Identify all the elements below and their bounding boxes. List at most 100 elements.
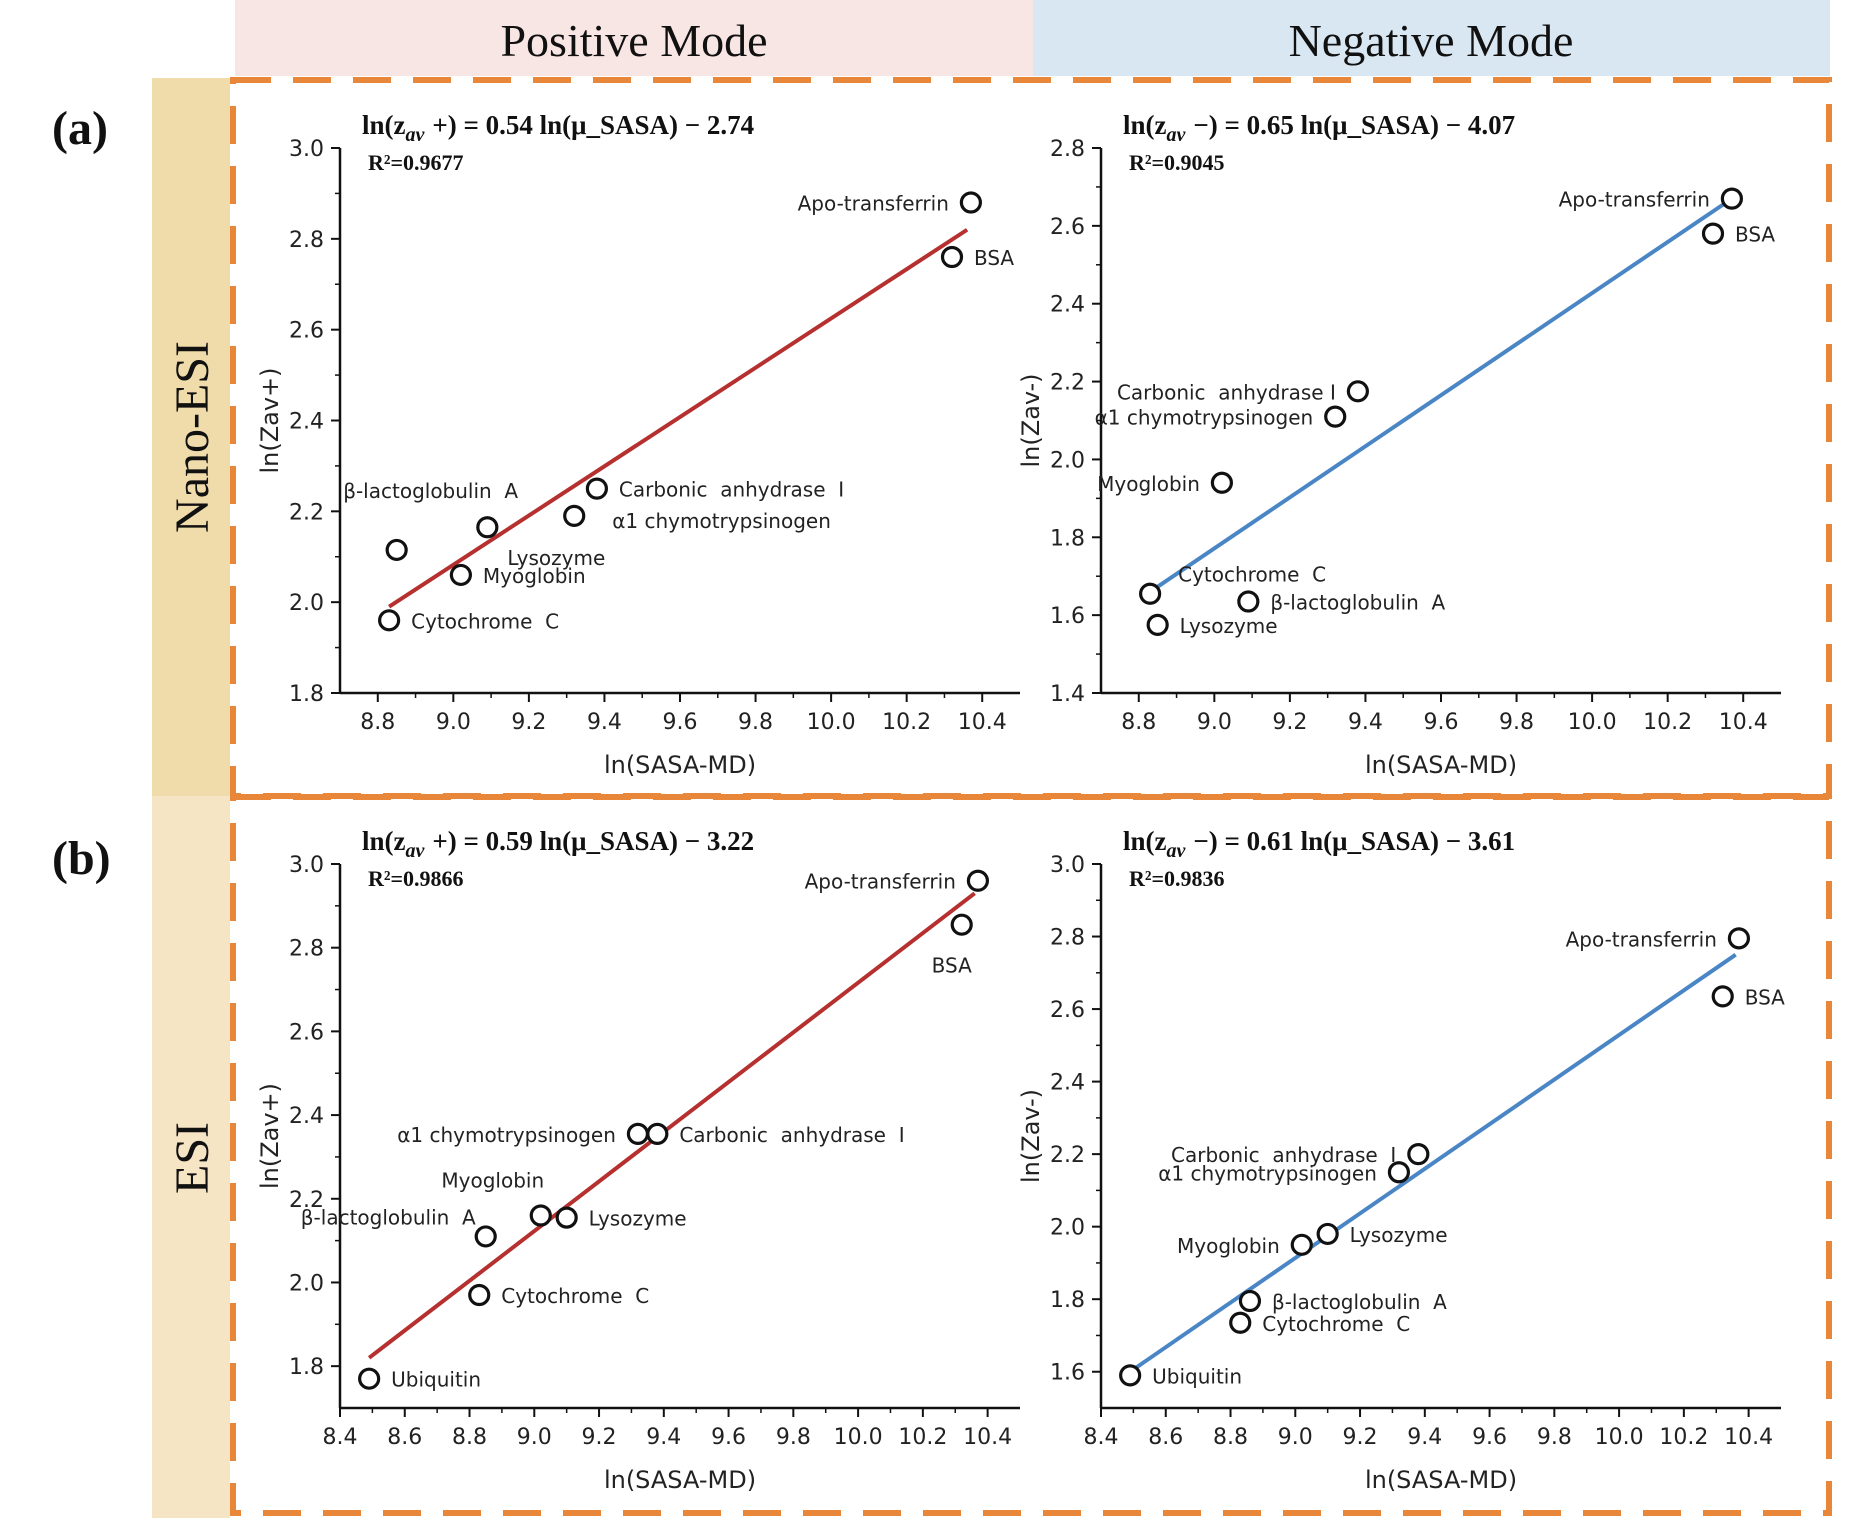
x-tick-label: 10.0	[834, 1425, 883, 1450]
eq-rhs: ) = 0.59 ln(μ_SASA) − 3.22	[448, 826, 754, 856]
row-b-tag: (b)	[52, 832, 111, 885]
point-label: Lysozyme	[589, 1207, 687, 1231]
x-axis-label: ln(SASA-MD)	[604, 1466, 756, 1494]
point-label: Myoglobin	[441, 1169, 544, 1193]
y-tick-label: 1.4	[1050, 682, 1085, 707]
data-point	[468, 1283, 491, 1307]
chart-b-pos: 8.4 8.6 8.8 9.0 9.2 9.4 9.6 9.8 10.0 10.2 10.4 1.8 2…	[256, 826, 1020, 1494]
data-point	[1229, 1311, 1252, 1334]
point-label: BSA	[1735, 223, 1775, 247]
point-label: β-lactoglobulin A	[343, 479, 518, 503]
point-label: Carbonic anhydrase I	[1117, 380, 1336, 404]
fit-line	[388, 228, 969, 609]
x-tick-label: 10.2	[1643, 710, 1692, 735]
y-tick-label: 2.0	[1050, 448, 1085, 473]
y-tick-label: 2.4	[1050, 293, 1085, 318]
data-point	[1238, 1289, 1262, 1313]
x-tick-label: 9.6	[663, 710, 698, 735]
eq-lhs: ln(z	[1123, 110, 1167, 140]
fit-line	[367, 891, 976, 1360]
x-tick-label: 10.2	[1659, 1425, 1708, 1450]
eq-sign: +	[432, 826, 447, 856]
y-tick-label: 2.8	[289, 937, 324, 962]
data-point	[555, 1206, 578, 1229]
y-tick-label: 1.8	[289, 682, 324, 707]
data-point	[529, 1204, 552, 1227]
esi-band	[152, 796, 230, 1518]
data-point	[626, 1122, 650, 1146]
x-tick-label: 10.0	[1568, 710, 1617, 735]
point-label: Cytochrome C	[1178, 563, 1326, 587]
x-tick-label: 9.4	[646, 1425, 681, 1450]
x-axis-label: ln(SASA-MD)	[1365, 1466, 1517, 1494]
point-label: Myoglobin	[1097, 472, 1200, 496]
x-tick-label: 10.0	[1595, 1425, 1644, 1450]
eq-lhs: ln(z	[362, 110, 406, 140]
point-label: Cytochrome C	[411, 609, 559, 633]
x-tick-label: 9.6	[711, 1425, 746, 1450]
point-label: BSA	[932, 954, 972, 978]
row-a-tag: (a)	[52, 102, 108, 155]
y-tick-label: 2.2	[289, 500, 324, 525]
eq-sub: av	[1167, 124, 1187, 146]
x-tick-label: 8.8	[1121, 710, 1156, 735]
point-label: β-lactoglobulin A	[1272, 1290, 1447, 1314]
x-tick-label: 10.2	[882, 710, 931, 735]
negative-mode-label: Negative Mode	[1289, 15, 1574, 66]
x-tick-label: 8.6	[1148, 1425, 1183, 1450]
fit-equation: ln(zav −) = 0.65 ln(μ_SASA) − 4.07	[1123, 110, 1515, 146]
chart-b-neg: 8.4 8.6 8.8 9.0 9.2 9.4 9.6 9.8 10.0 10.2 10.4 1.6 1…	[1017, 826, 1785, 1494]
y-tick-label: 2.6	[1050, 998, 1085, 1023]
eq-sub: av	[406, 840, 426, 862]
point-label: Myoglobin	[483, 564, 586, 588]
data-point	[378, 609, 401, 632]
data-point	[1387, 1161, 1411, 1184]
r-squared: R²=0.9866	[368, 866, 464, 891]
data-point	[1727, 927, 1751, 950]
y-tick-label: 1.8	[289, 1355, 324, 1380]
x-tick-label: 9.0	[517, 1425, 552, 1450]
positive-mode-label: Positive Mode	[500, 15, 767, 66]
y-tick-label: 2.2	[1050, 371, 1085, 396]
fit-line	[1148, 196, 1734, 594]
point-label: Myoglobin	[1177, 1234, 1280, 1258]
data-point	[940, 245, 964, 269]
eq-sign: −	[1193, 110, 1208, 140]
data-point	[476, 516, 499, 539]
x-tick-label: 9.6	[1424, 710, 1459, 735]
x-tick-label: 10.4	[1719, 710, 1768, 735]
x-tick-label: 8.4	[323, 1425, 358, 1450]
data-point	[1701, 222, 1725, 245]
nano-esi-label: Nano-ESI	[166, 341, 219, 533]
point-label: Carbonic anhydrase I	[679, 1123, 904, 1147]
x-tick-label: 9.4	[1407, 1425, 1442, 1450]
eq-rhs: ) = 0.65 ln(μ_SASA) − 4.07	[1209, 110, 1515, 140]
r-squared: R²=0.9677	[368, 150, 464, 175]
y-tick-label: 2.4	[289, 1104, 324, 1129]
data-point	[385, 538, 408, 562]
y-tick-label: 1.8	[1050, 1288, 1085, 1313]
r-squared: R²=0.9836	[1129, 866, 1225, 891]
y-tick-label: 3.0	[289, 137, 324, 162]
eq-sub: av	[406, 124, 426, 146]
data-point	[1139, 582, 1162, 605]
y-tick-label: 2.8	[1050, 926, 1085, 951]
y-tick-label: 2.6	[289, 1020, 324, 1045]
data-point	[1720, 187, 1743, 210]
negative-mode-band	[1033, 0, 1830, 76]
esi-frame	[230, 794, 1832, 1516]
y-tick-label: 2.2	[1050, 1143, 1085, 1168]
x-tick-label: 9.4	[587, 710, 622, 735]
x-tick-label: 10.4	[963, 1425, 1012, 1450]
data-point	[646, 1122, 669, 1146]
point-label: α1 chymotrypsinogen	[397, 1123, 616, 1147]
data-point	[1346, 380, 1369, 403]
x-tick-label: 10.4	[958, 710, 1007, 735]
eq-sub: av	[1167, 840, 1187, 862]
x-tick-label: 10.0	[807, 710, 856, 735]
point-label: BSA	[974, 246, 1014, 270]
eq-sign: +	[432, 110, 447, 140]
x-tick-label: 9.0	[436, 710, 471, 735]
fit-line	[1129, 953, 1737, 1374]
point-label: Apo-transferrin	[798, 192, 949, 216]
